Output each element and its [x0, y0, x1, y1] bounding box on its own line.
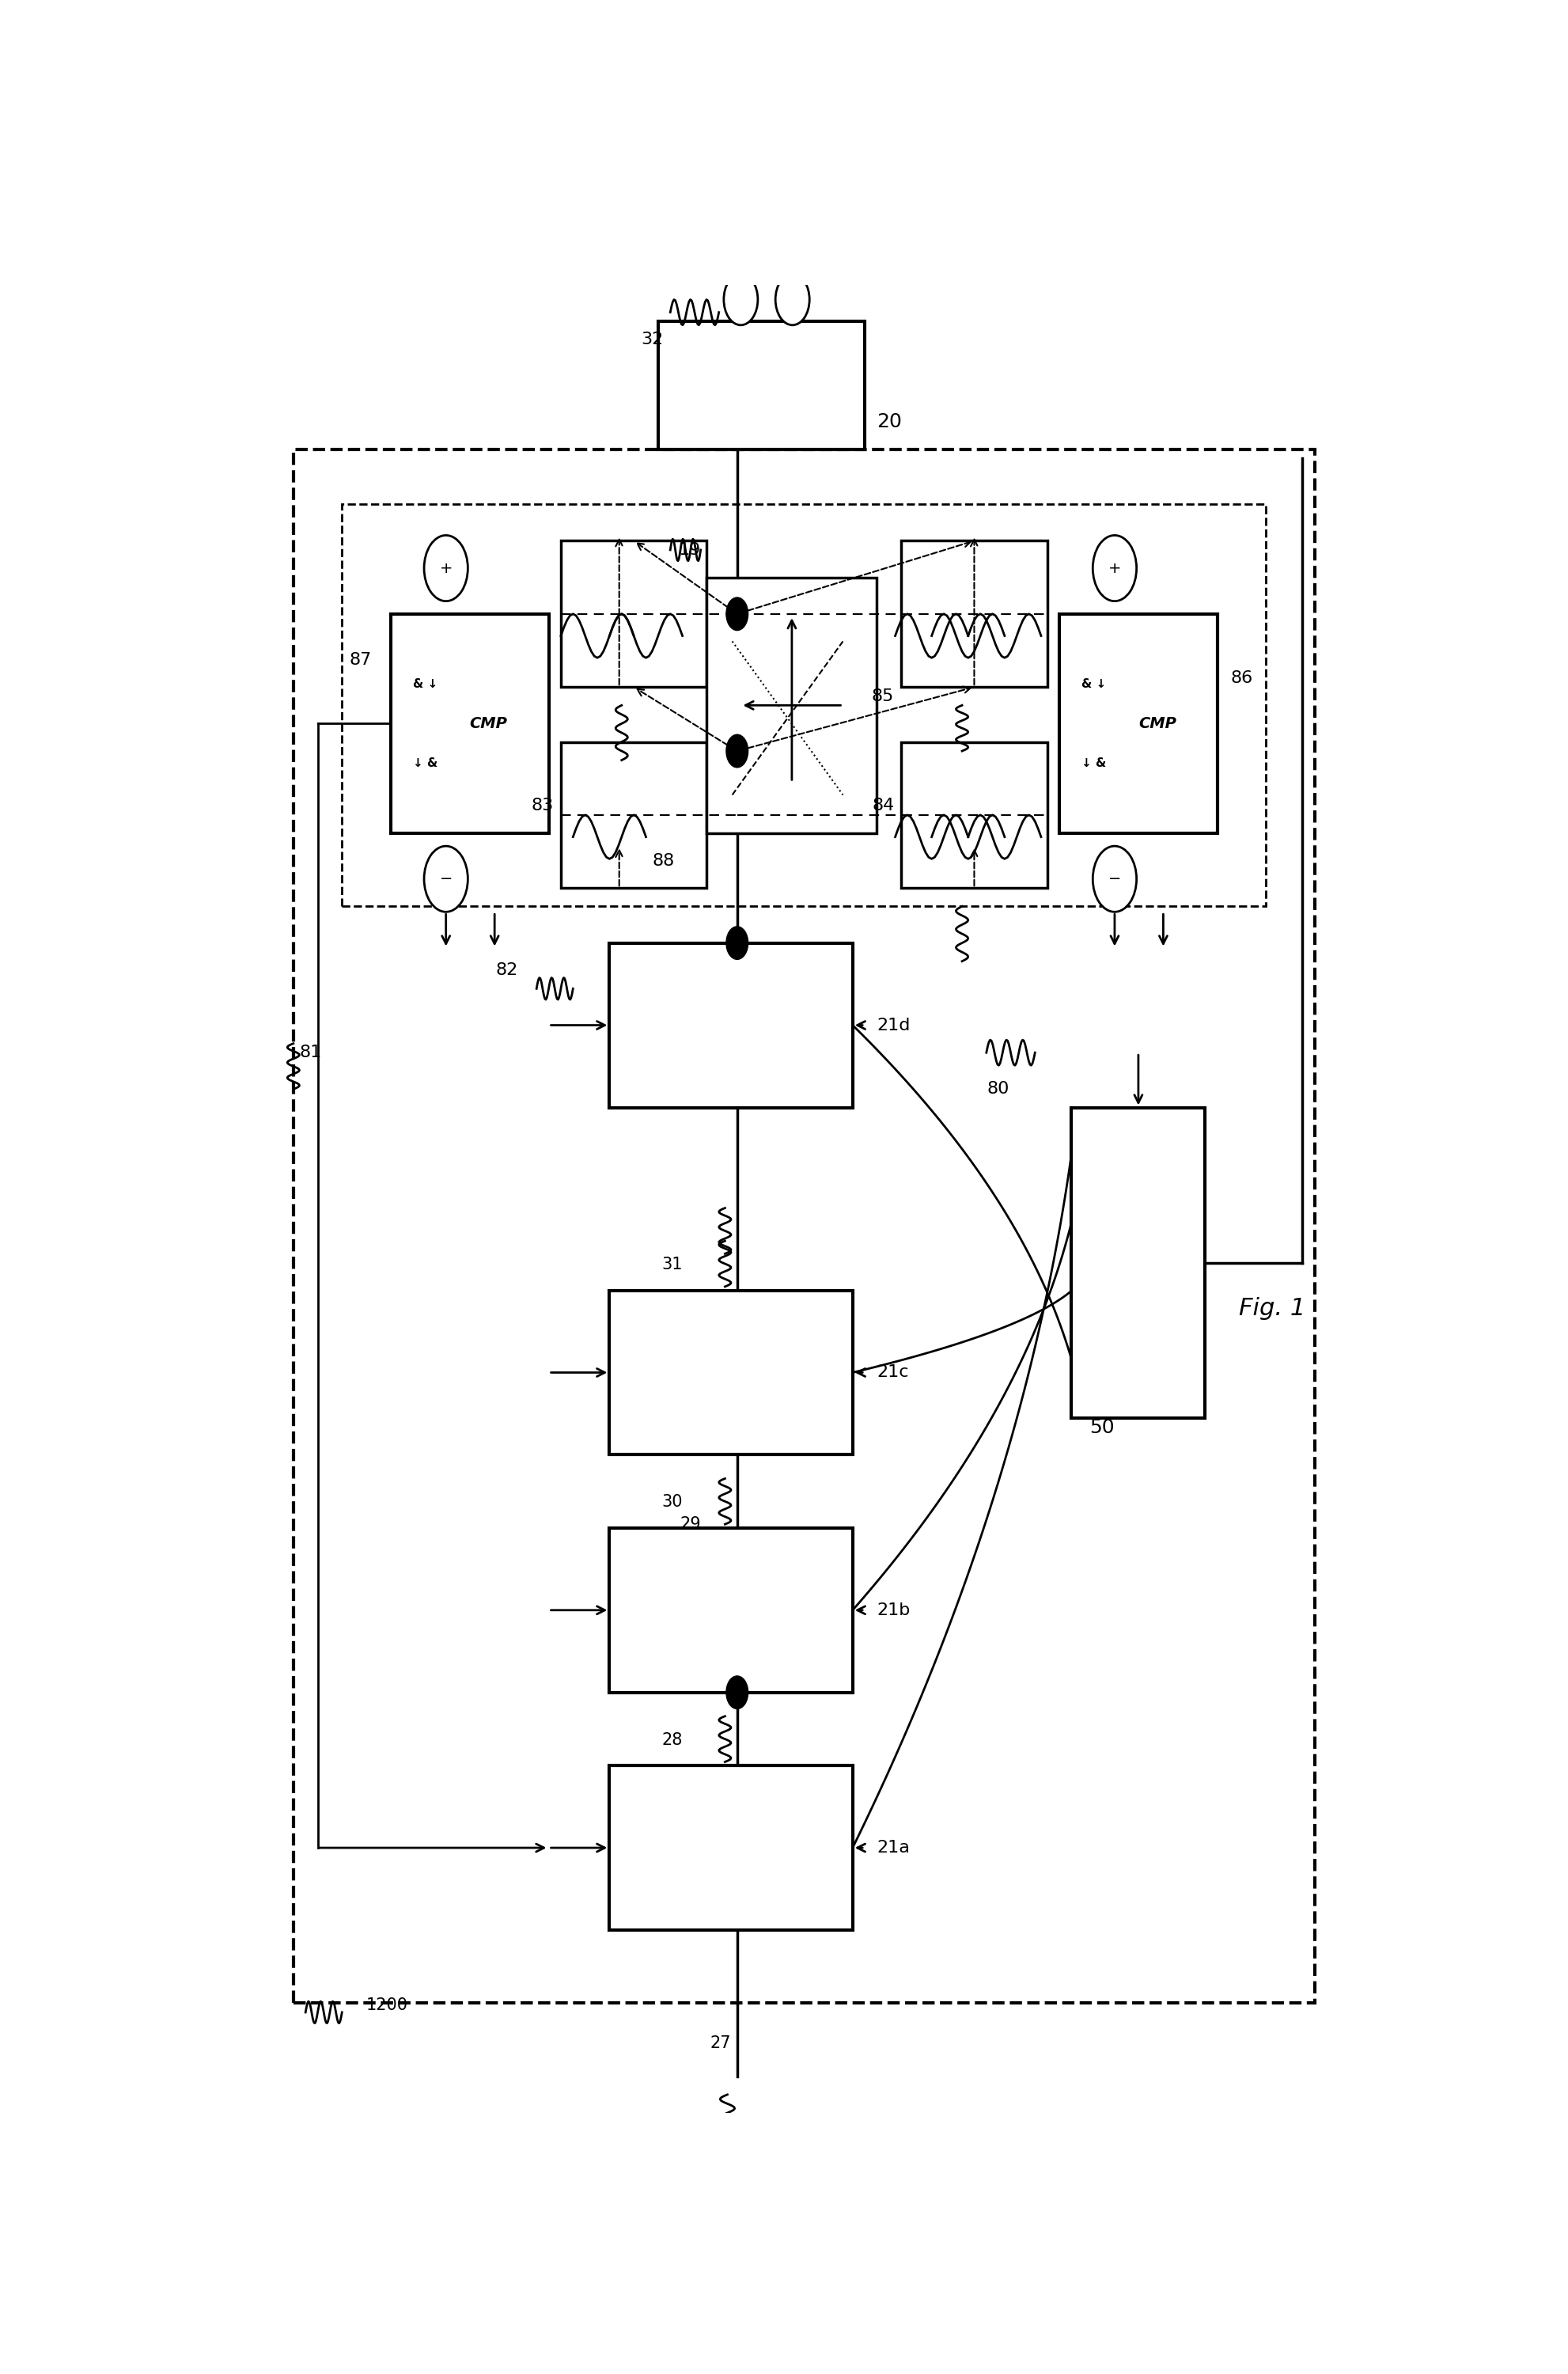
Text: 20: 20	[877, 413, 902, 432]
Text: 85: 85	[872, 688, 894, 705]
Bar	[608, 1291, 853, 1455]
Bar	[608, 1529, 853, 1693]
Text: +: +	[1107, 560, 1121, 577]
Circle shape	[726, 926, 748, 959]
Bar	[659, 320, 864, 449]
Text: 21b: 21b	[877, 1602, 909, 1619]
Bar	[1071, 1106, 1204, 1417]
Text: 21c: 21c	[877, 1365, 908, 1379]
Text: 87: 87	[350, 653, 372, 667]
Bar	[900, 741, 1046, 888]
Text: CMP: CMP	[1138, 717, 1176, 731]
Text: 19: 19	[677, 541, 701, 558]
Text: 30: 30	[662, 1493, 682, 1510]
Circle shape	[723, 273, 757, 325]
Bar	[561, 741, 706, 888]
Bar	[561, 541, 706, 686]
Circle shape	[1093, 534, 1135, 601]
Circle shape	[423, 534, 467, 601]
Circle shape	[750, 2160, 784, 2213]
Circle shape	[726, 734, 748, 767]
Bar	[1058, 615, 1217, 833]
Text: 28: 28	[662, 1733, 682, 1747]
Text: 82: 82	[495, 961, 517, 978]
Text: −: −	[439, 871, 452, 886]
Bar	[608, 1766, 853, 1930]
Text: & ↓: & ↓	[1082, 679, 1105, 691]
Text: ↓ &: ↓ &	[1082, 757, 1105, 769]
Text: 21d: 21d	[877, 1018, 909, 1033]
Text: 80: 80	[986, 1080, 1010, 1097]
Circle shape	[423, 845, 467, 912]
Text: 50: 50	[1088, 1417, 1113, 1436]
Text: 21a: 21a	[877, 1840, 909, 1856]
Bar	[342, 503, 1265, 907]
Circle shape	[775, 273, 809, 325]
Bar	[390, 615, 549, 833]
Text: +: +	[439, 560, 452, 577]
Text: 1200: 1200	[367, 1997, 408, 2013]
Text: 88: 88	[652, 852, 674, 869]
Text: 86: 86	[1229, 669, 1253, 686]
Text: 31: 31	[662, 1256, 682, 1272]
Circle shape	[726, 598, 748, 631]
Text: 83: 83	[532, 798, 554, 814]
Text: 32: 32	[641, 332, 663, 347]
Text: 84: 84	[872, 798, 894, 814]
Text: CMP: CMP	[469, 717, 508, 731]
Text: ↓ &: ↓ &	[412, 757, 437, 769]
Circle shape	[726, 1676, 748, 1709]
Text: & ↓: & ↓	[412, 679, 437, 691]
Bar	[293, 449, 1314, 2004]
Circle shape	[707, 2160, 742, 2213]
Bar	[900, 541, 1046, 686]
Text: Fig. 1: Fig. 1	[1239, 1296, 1305, 1320]
Bar	[706, 577, 877, 833]
Circle shape	[1093, 845, 1135, 912]
Text: 27: 27	[710, 2035, 731, 2051]
Text: −: −	[1107, 871, 1121, 886]
Text: 81: 81	[299, 1045, 321, 1061]
Text: 29: 29	[679, 1517, 701, 1531]
Bar	[608, 942, 853, 1106]
